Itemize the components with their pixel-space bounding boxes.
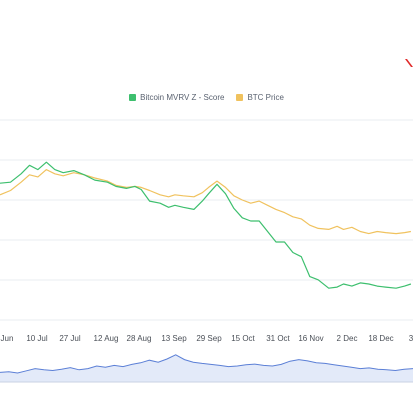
x-tick-label-5: 13 Sep <box>161 334 187 343</box>
x-tick-label-8: 31 Oct <box>266 334 290 343</box>
legend: Bitcoin MVRV Z - Score BTC Price <box>0 93 413 102</box>
x-tick-label-1: 10 Jul <box>26 334 48 343</box>
legend-item-mvrv[interactable]: Bitcoin MVRV Z - Score <box>129 93 224 102</box>
grid-lines <box>0 119 413 321</box>
series-line-0 <box>0 161 412 289</box>
legend-label-btc-price: BTC Price <box>247 93 284 102</box>
navigator[interactable] <box>0 350 413 383</box>
x-tick-label-11: 18 Dec <box>368 334 393 343</box>
x-tick-label-12: 3 <box>409 334 413 343</box>
x-tick-label-7: 15 Oct <box>231 334 255 343</box>
x-tick-label-0: Jun <box>1 334 14 343</box>
x-tick-label-3: 12 Aug <box>94 334 119 343</box>
legend-swatch-mvrv <box>129 94 137 101</box>
navigator-line <box>0 354 413 374</box>
logo-mark-icon <box>405 59 413 67</box>
x-tick-label-6: 29 Sep <box>196 334 222 343</box>
x-tick-label-10: 2 Dec <box>337 334 358 343</box>
x-tick-label-9: 16 Nov <box>298 334 323 343</box>
x-axis: Jun 10 Jul 27 Jul 12 Aug 28 Aug 13 Sep 29 Sep 1… <box>1 334 413 343</box>
series-line-1 <box>0 169 412 235</box>
legend-swatch-btc-price <box>236 94 244 101</box>
legend-item-btc-price[interactable]: BTC Price <box>236 93 284 102</box>
legend-label-mvrv: Bitcoin MVRV Z - Score <box>140 93 225 102</box>
x-tick-label-2: 27 Jul <box>59 334 81 343</box>
x-tick-label-4: 28 Aug <box>127 334 152 343</box>
series-layer <box>0 161 412 289</box>
